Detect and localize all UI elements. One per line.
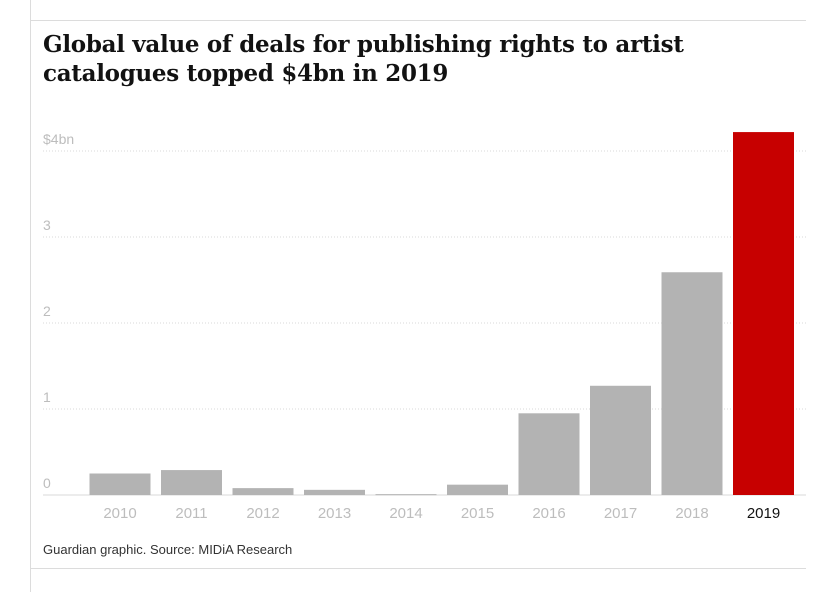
x-tick-label: 2011 xyxy=(175,505,207,522)
chart-title: Global value of deals for publishing rig… xyxy=(43,31,684,87)
bar xyxy=(375,494,437,496)
bar-highlighted xyxy=(733,132,794,495)
bar xyxy=(232,488,294,495)
bar xyxy=(590,385,651,495)
bar xyxy=(161,470,222,495)
x-tick-label: 2010 xyxy=(103,505,136,522)
y-tick-label: 1 xyxy=(43,389,51,405)
top-rule xyxy=(30,20,806,21)
source-note: Guardian graphic. Source: MIDiA Research xyxy=(43,542,293,557)
x-tick-label: 2015 xyxy=(461,505,494,522)
bar xyxy=(304,489,365,495)
x-tick-label: 2017 xyxy=(604,505,637,522)
x-tick-label: 2012 xyxy=(246,505,279,522)
bottom-rule xyxy=(30,568,806,569)
y-tick-label: 3 xyxy=(43,217,51,233)
bar xyxy=(518,413,580,495)
y-tick-label: 0 xyxy=(43,475,51,491)
x-tick-label: 2018 xyxy=(675,505,708,522)
bar xyxy=(89,473,151,495)
y-tick-label: $4bn xyxy=(43,131,74,147)
x-tick-label: 2013 xyxy=(318,505,351,522)
bar xyxy=(447,484,508,495)
x-tick-label: 2016 xyxy=(532,505,565,522)
left-border-line xyxy=(30,0,31,592)
x-tick-label: 2014 xyxy=(389,505,422,522)
y-tick-label: 2 xyxy=(43,303,51,319)
x-tick-label: 2019 xyxy=(747,505,780,522)
bar xyxy=(661,272,723,495)
